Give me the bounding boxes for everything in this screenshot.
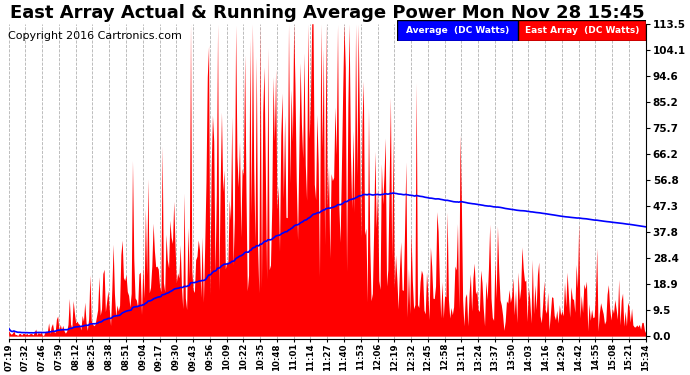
Text: East Array  (DC Watts): East Array (DC Watts): [525, 26, 639, 35]
Text: Copyright 2016 Cartronics.com: Copyright 2016 Cartronics.com: [8, 32, 182, 41]
Title: East Array Actual & Running Average Power Mon Nov 28 15:45: East Array Actual & Running Average Powe…: [10, 4, 644, 22]
Text: Average  (DC Watts): Average (DC Watts): [406, 26, 509, 35]
FancyBboxPatch shape: [518, 20, 646, 40]
FancyBboxPatch shape: [397, 20, 518, 40]
